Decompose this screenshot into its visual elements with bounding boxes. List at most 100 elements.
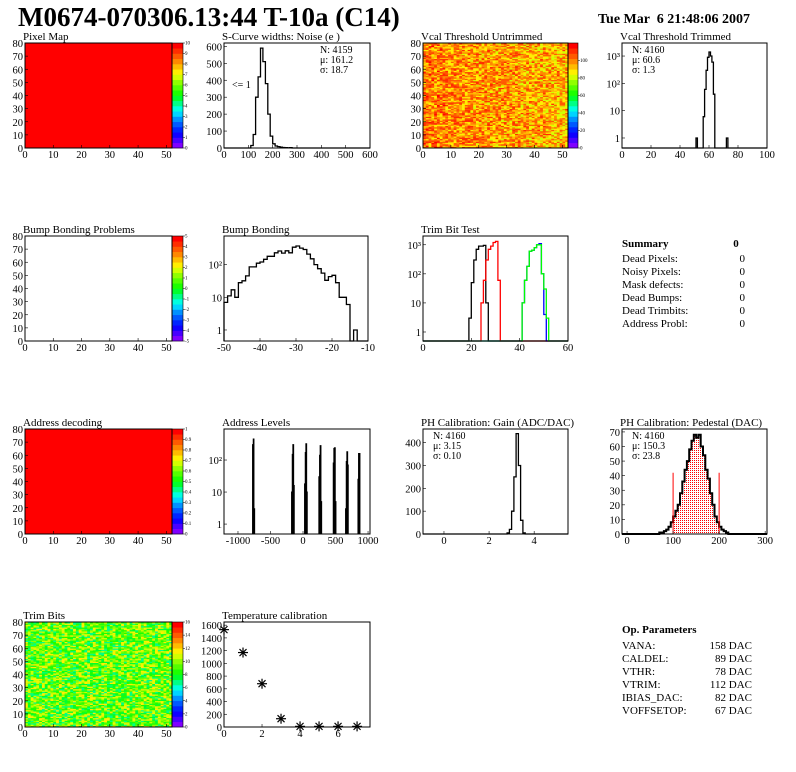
heatmap-cell	[565, 87, 569, 90]
heatmap-cell	[473, 136, 477, 138]
heatmap-cell	[498, 54, 502, 57]
heatmap-cell	[542, 138, 546, 141]
plot-area	[224, 43, 370, 148]
heatmap-cell	[545, 78, 549, 81]
heatmap-cell	[445, 140, 449, 142]
heatmap-cell	[431, 134, 435, 137]
heatmap-cell	[531, 81, 535, 83]
heatmap-cell	[434, 57, 438, 60]
x-tick-label: 10	[446, 150, 457, 161]
heatmap-cell	[498, 127, 502, 129]
heatmap-cell	[520, 53, 524, 56]
heatmap-cell	[473, 46, 477, 49]
heatmap-cell	[526, 62, 530, 65]
heatmap-cell	[520, 78, 524, 81]
heatmap-cell	[556, 64, 560, 66]
heatmap-cell	[537, 108, 541, 111]
heatmap-cell	[548, 144, 552, 146]
heatmap-cell	[503, 53, 507, 56]
heatmap-cell	[459, 64, 463, 66]
palette-tick-label: 5	[185, 94, 188, 99]
heatmap-cell	[25, 667, 29, 670]
y-tick-label: 1	[217, 326, 222, 337]
heatmap-cell	[495, 109, 499, 112]
heatmap-cell	[27, 679, 31, 682]
heatmap-cell	[431, 124, 435, 126]
heatmap-cell	[431, 125, 435, 128]
heatmap-cell	[498, 134, 502, 137]
heatmap-cell	[545, 129, 549, 132]
heatmap-cell	[459, 71, 463, 74]
heatmap-cell	[512, 100, 516, 103]
heatmap-cell	[484, 121, 488, 124]
heatmap-cell	[470, 88, 474, 91]
heatmap-cell	[534, 115, 538, 117]
heatmap-cell	[523, 111, 527, 113]
heatmap-cell	[450, 145, 454, 147]
heatmap-cell	[540, 107, 544, 109]
heatmap-cell	[517, 102, 521, 104]
heatmap-cell	[25, 632, 29, 635]
heatmap-cell	[434, 62, 438, 65]
heatmap-cell	[495, 53, 499, 56]
heatmap-cell	[436, 70, 441, 73]
heatmap-cell	[442, 124, 446, 126]
heatmap-cell	[545, 137, 549, 140]
heatmap-cell	[473, 104, 477, 107]
heatmap-cell	[25, 658, 29, 661]
heatmap-cell	[509, 124, 513, 126]
heatmap-cell	[542, 133, 546, 136]
heatmap-cell	[523, 103, 527, 105]
heatmap-cell	[501, 104, 505, 107]
heatmap-cell	[453, 83, 457, 86]
heatmap-cell	[33, 677, 37, 679]
heatmap-cell	[30, 628, 34, 631]
heatmap-cell	[559, 133, 563, 136]
heatmap-cell	[445, 132, 449, 134]
heatmap-cell	[473, 60, 477, 62]
heatmap-cell	[462, 124, 466, 126]
heatmap-cell	[506, 111, 510, 113]
heatmap-cell	[423, 62, 427, 65]
heatmap-cell	[554, 115, 558, 117]
heatmap-cell	[537, 146, 541, 149]
heatmap-cell	[565, 129, 569, 132]
heatmap-cell	[531, 74, 535, 77]
heatmap-cell	[506, 112, 510, 115]
heatmap-cell	[528, 77, 533, 79]
heatmap-cell	[545, 65, 549, 67]
heatmap-cell	[509, 104, 513, 107]
heatmap-cell	[450, 45, 454, 48]
heatmap-cell	[492, 136, 496, 138]
heatmap-cell	[425, 125, 429, 128]
heatmap-cell	[498, 73, 502, 75]
heatmap-cell	[565, 145, 569, 147]
heatmap-cell	[453, 129, 457, 132]
heatmap-cell	[531, 119, 535, 121]
palette-tick-label: 1	[185, 136, 188, 141]
heatmap-cell	[439, 138, 443, 141]
heatmap-cell	[434, 85, 438, 87]
heatmap-cell	[439, 95, 443, 98]
heatmap-cell	[428, 130, 432, 133]
heatmap-cell	[467, 125, 471, 128]
heatmap-cell	[506, 86, 510, 88]
heatmap-cell	[473, 117, 477, 120]
heatmap-cell	[481, 46, 485, 49]
heatmap-cell	[542, 83, 546, 86]
heatmap-cell	[503, 78, 507, 81]
heatmap-cell	[25, 628, 29, 631]
heatmap-cell	[556, 62, 560, 65]
heatmap-cell	[542, 46, 546, 49]
heatmap-cell	[534, 92, 538, 95]
heatmap-cell	[484, 46, 488, 49]
heatmap-cell	[548, 81, 552, 83]
heatmap-cell	[528, 100, 533, 103]
heatmap-cell	[556, 65, 560, 67]
heatmap-cell	[425, 120, 429, 123]
heatmap-cell	[531, 88, 535, 91]
heatmap-cell	[556, 117, 560, 120]
heatmap-cell	[562, 58, 566, 61]
heatmap-cell	[551, 111, 555, 113]
heatmap-cell	[478, 145, 482, 147]
